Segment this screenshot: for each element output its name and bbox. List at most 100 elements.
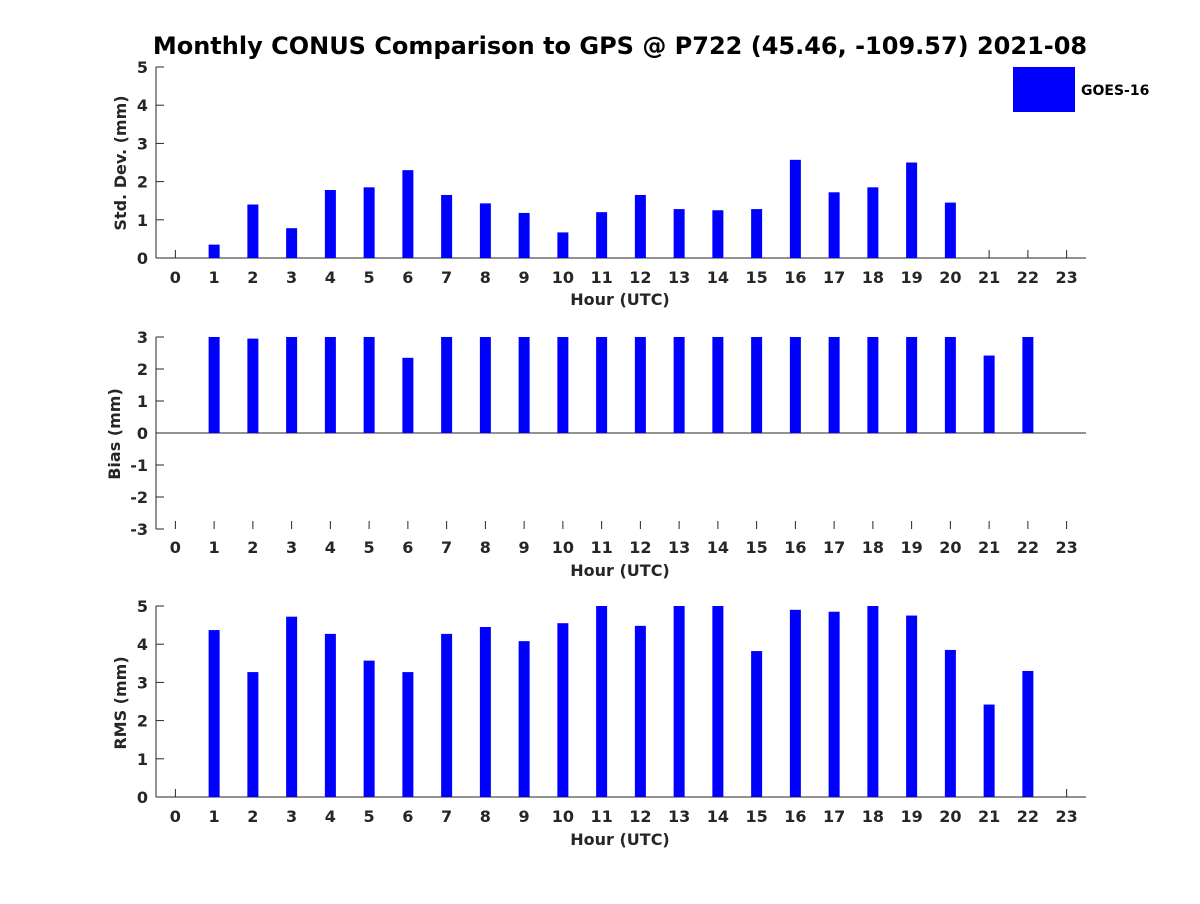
bar (441, 633, 453, 797)
legend-label: GOES-16 (1081, 83, 1149, 99)
bar (944, 649, 956, 797)
x-tick-label: 11 (590, 807, 612, 826)
bar (518, 212, 530, 258)
y-tick-label: 2 (137, 173, 148, 192)
x-tick-label: 8 (480, 807, 491, 826)
legend: GOES-16 (1013, 67, 1149, 112)
bar (751, 337, 763, 433)
bar (983, 704, 995, 797)
x-tick-label: 1 (209, 538, 220, 557)
x-tick-label: 6 (402, 807, 413, 826)
x-tick-label: 7 (441, 538, 452, 557)
bar (867, 337, 879, 433)
y-tick-label: 1 (137, 211, 148, 230)
bar (363, 187, 375, 258)
bar (983, 355, 995, 433)
bar (712, 210, 724, 258)
bar (673, 606, 685, 797)
bar (324, 337, 336, 433)
x-tick-label: 3 (286, 807, 297, 826)
x-tick-label: 13 (668, 807, 690, 826)
bar (789, 159, 801, 258)
bar (557, 623, 569, 797)
bar (441, 337, 453, 433)
bar (402, 170, 414, 258)
bar (363, 660, 375, 797)
x-tick-label: 14 (707, 538, 729, 557)
bar (944, 202, 956, 258)
x-tick-label: 0 (170, 538, 181, 557)
y-tick-label: 1 (137, 392, 148, 411)
x-tick-label: 21 (978, 538, 1000, 557)
bar (828, 611, 840, 797)
bar (402, 672, 414, 797)
x-tick-label: 19 (900, 268, 922, 287)
x-tick-label: 6 (402, 538, 413, 557)
bar (363, 337, 375, 433)
x-tick-label: 5 (364, 538, 375, 557)
x-tick-label: 11 (590, 538, 612, 557)
bar (634, 194, 646, 258)
y-tick-label: 1 (137, 750, 148, 769)
x-tick-label: 17 (823, 807, 845, 826)
bar (1022, 670, 1034, 797)
bar (286, 337, 298, 433)
bar (286, 228, 298, 258)
bar (208, 337, 220, 433)
x-tick-label: 16 (784, 538, 806, 557)
bar (751, 209, 763, 258)
bar (208, 630, 220, 797)
bar (247, 204, 259, 258)
x-tick-label: 1 (209, 268, 220, 287)
x-tick-label: 17 (823, 268, 845, 287)
x-tick-label: 12 (629, 807, 651, 826)
legend-swatch (1013, 67, 1075, 112)
bar (518, 641, 530, 797)
x-tick-label: 18 (862, 268, 884, 287)
y-tick-label: 2 (137, 712, 148, 731)
x-tick-label: 22 (1017, 807, 1039, 826)
x-tick-label: 5 (364, 268, 375, 287)
x-tick-label: 0 (170, 807, 181, 826)
bar (867, 606, 879, 797)
y-tick-label: 0 (137, 424, 148, 443)
x-tick-label: 20 (939, 807, 961, 826)
bar (1022, 337, 1034, 433)
bar (944, 337, 956, 433)
bar (867, 187, 879, 258)
bar (247, 672, 259, 797)
x-tick-label: 14 (707, 268, 729, 287)
x-tick-label: 23 (1055, 538, 1077, 557)
x-axis-label: Hour (UTC) (570, 290, 670, 309)
y-tick-label: 4 (137, 635, 148, 654)
y-tick-label: 3 (137, 134, 148, 153)
bar (479, 627, 491, 797)
x-tick-label: 9 (519, 807, 530, 826)
x-tick-label: 4 (325, 807, 336, 826)
bar (596, 212, 608, 258)
x-tick-label: 0 (170, 268, 181, 287)
chart-title: Monthly CONUS Comparison to GPS @ P722 (… (153, 32, 1087, 60)
bar (557, 232, 569, 258)
x-tick-label: 3 (286, 538, 297, 557)
x-tick-label: 14 (707, 807, 729, 826)
x-tick-label: 13 (668, 268, 690, 287)
bar (441, 194, 453, 258)
y-tick-label: 4 (137, 96, 148, 115)
bar (286, 616, 298, 797)
y-axis-label: RMS (mm) (111, 656, 130, 749)
y-tick-label: -2 (130, 488, 148, 507)
x-tick-label: 4 (325, 538, 336, 557)
x-tick-label: 23 (1055, 268, 1077, 287)
x-tick-label: 15 (745, 268, 767, 287)
y-tick-label: 0 (137, 788, 148, 807)
bar (479, 203, 491, 258)
x-tick-label: 5 (364, 807, 375, 826)
bar (906, 337, 918, 433)
x-tick-label: 19 (900, 538, 922, 557)
bar (751, 651, 763, 797)
x-tick-label: 7 (441, 268, 452, 287)
x-tick-label: 9 (519, 538, 530, 557)
